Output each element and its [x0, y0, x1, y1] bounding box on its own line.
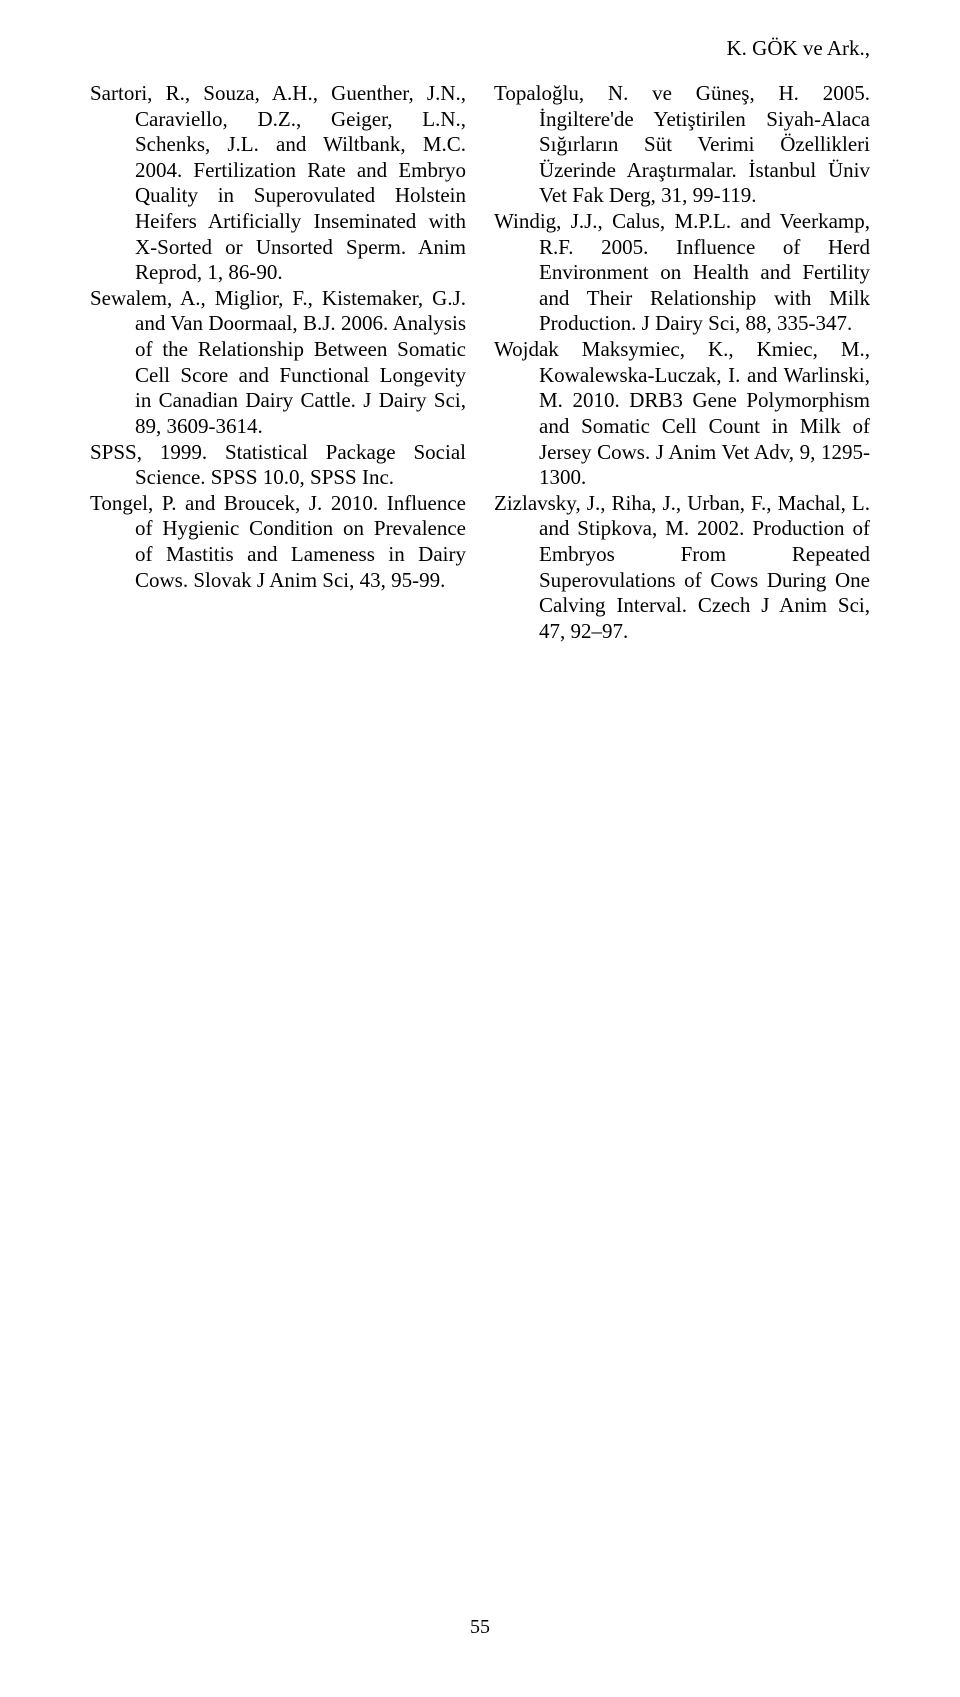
reference-entry: Zizlavsky, J., Riha, J., Urban, F., Mach…	[494, 491, 870, 645]
reference-entry: Topaloğlu, N. ve Güneş, H. 2005. İngilte…	[494, 81, 870, 209]
reference-entry: Sewalem, A., Miglior, F., Kistemaker, G.…	[90, 286, 466, 440]
reference-entry: SPSS, 1999. Statistical Package Social S…	[90, 440, 466, 491]
page: K. GÖK ve Ark., Sartori, R., Souza, A.H.…	[0, 0, 960, 1697]
running-head: K. GÖK ve Ark.,	[90, 36, 870, 61]
reference-entry: Windig, J.J., Calus, M.P.L. and Veerkamp…	[494, 209, 870, 337]
references-columns: Sartori, R., Souza, A.H., Guenther, J.N.…	[90, 81, 870, 644]
reference-entry: Sartori, R., Souza, A.H., Guenther, J.N.…	[90, 81, 466, 286]
reference-entry: Tongel, P. and Broucek, J. 2010. Influen…	[90, 491, 466, 593]
page-number: 55	[0, 1616, 960, 1639]
reference-entry: Wojdak Maksymiec, K., Kmiec, M., Kowalew…	[494, 337, 870, 491]
